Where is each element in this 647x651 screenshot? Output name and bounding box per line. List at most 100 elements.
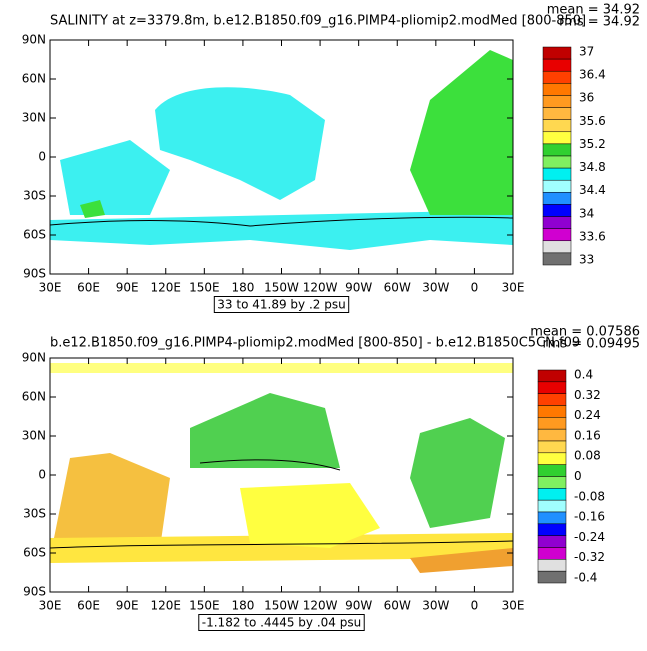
colorbar-label: -0.24 xyxy=(574,530,605,544)
map-fill xyxy=(49,50,514,250)
x-tick-label: 150E xyxy=(189,281,220,295)
y-tick-label: 90S xyxy=(23,585,46,599)
colorbar-box xyxy=(537,440,567,454)
x-tick-label: 150W xyxy=(264,599,299,613)
colorbar-label: 35.2 xyxy=(579,137,606,151)
x-tick-label: 60W xyxy=(384,281,411,295)
x-tick-label: 120E xyxy=(151,599,182,613)
colorbar-box xyxy=(537,428,567,442)
colorbar-label: 0.24 xyxy=(574,408,601,422)
colorbar-box xyxy=(542,216,572,229)
colorbar-box xyxy=(542,228,572,242)
info-box-text: 33 to 41.89 by .2 psu xyxy=(217,298,345,312)
colorbar-box xyxy=(542,119,572,133)
colorbar-box xyxy=(542,83,572,96)
x-tick-label: 120E xyxy=(151,281,182,295)
colorbar-label: 33.6 xyxy=(579,229,606,243)
colorbar-box xyxy=(537,476,567,489)
colorbar-box xyxy=(537,464,567,477)
y-tick-label: 60S xyxy=(23,228,46,242)
y-tick-label: 90N xyxy=(22,351,46,365)
y-tick-label: 90S xyxy=(23,267,46,281)
x-tick-label: 60W xyxy=(384,599,411,613)
x-tick-label: 180 xyxy=(231,599,254,613)
colorbar-box xyxy=(542,107,572,120)
colorbar-box xyxy=(542,192,572,205)
x-tick-label: 150E xyxy=(189,599,220,613)
colorbar-box xyxy=(542,179,572,193)
colorbar-label: 36.4 xyxy=(579,68,606,82)
colorbar-box xyxy=(537,535,567,548)
x-tick-label: 150W xyxy=(264,281,299,295)
rms-label: rms = 34.92 xyxy=(559,15,640,30)
colorbar-box xyxy=(542,155,572,169)
y-tick-label: 60N xyxy=(22,72,46,86)
colorbar-label: 37 xyxy=(579,45,594,59)
colorbar-box xyxy=(537,417,567,430)
colorbar-label: 0.4 xyxy=(574,368,593,382)
panel-title: SALINITY at z=3379.8m, b.e12.B1850.f09_g… xyxy=(50,14,586,29)
colorbar-label: -0.4 xyxy=(574,571,597,585)
colorbar-label: -0.08 xyxy=(574,489,605,503)
rms-label: rms = 0.09495 xyxy=(543,337,640,352)
colorbar-box xyxy=(542,167,572,181)
y-tick-label: 0 xyxy=(38,468,46,482)
x-tick-label: 0 xyxy=(471,281,479,295)
colorbar-label: -0.32 xyxy=(574,550,605,564)
colorbar-label: 0.32 xyxy=(574,388,601,402)
x-tick-label: 60E xyxy=(77,599,100,613)
x-tick-label: 180 xyxy=(231,281,254,295)
y-tick-label: 30S xyxy=(23,189,46,203)
colorbar-box xyxy=(542,70,572,84)
colorbar-box xyxy=(537,488,567,501)
colorbar-box xyxy=(542,58,572,72)
y-tick-label: 30S xyxy=(23,507,46,521)
y-tick-label: 30N xyxy=(22,111,46,125)
x-tick-label: 90W xyxy=(345,281,372,295)
y-tick-label: 90N xyxy=(22,33,46,47)
panel-title: b.e12.B1850.f09_g16.PIMP4-pliomip2.modMe… xyxy=(50,336,580,351)
x-tick-label: 30E xyxy=(502,599,525,613)
x-tick-label: 30E xyxy=(39,599,62,613)
colorbar-label: 34 xyxy=(579,206,594,220)
colorbar-box xyxy=(542,240,572,254)
colorbar-box xyxy=(542,95,572,108)
y-tick-label: 30N xyxy=(22,429,46,443)
x-tick-label: 90E xyxy=(116,281,139,295)
y-tick-label: 60N xyxy=(22,390,46,404)
colorbar-box xyxy=(537,499,567,513)
colorbar-label: 0 xyxy=(574,469,582,483)
colorbar-label: -0.16 xyxy=(574,510,605,524)
x-tick-label: 120W xyxy=(303,281,338,295)
x-tick-label: 30W xyxy=(422,599,449,613)
colorbar-label: 34.8 xyxy=(579,160,606,174)
colorbar-label: 35.6 xyxy=(579,114,606,128)
x-tick-label: 30E xyxy=(39,281,62,295)
x-tick-label: 0 xyxy=(471,599,479,613)
colorbar-box xyxy=(542,252,572,266)
colorbar-box xyxy=(537,405,567,418)
x-tick-label: 90W xyxy=(345,599,372,613)
colorbar-label: 33 xyxy=(579,253,594,267)
y-tick-label: 0 xyxy=(38,150,46,164)
info-box xyxy=(198,614,365,631)
x-tick-label: 30W xyxy=(422,281,449,295)
colorbar-label: 36 xyxy=(579,91,594,105)
x-tick-label: 120W xyxy=(303,599,338,613)
y-tick-label: 60S xyxy=(23,546,46,560)
colorbar-box xyxy=(537,523,567,536)
colorbar-box xyxy=(537,559,567,572)
colorbar-box xyxy=(537,452,567,465)
mean-label: mean = 34.92 xyxy=(547,3,640,18)
colorbar-label: 0.08 xyxy=(574,449,601,463)
x-tick-label: 60E xyxy=(77,281,100,295)
colorbar-box xyxy=(537,393,567,406)
map-fill xyxy=(49,363,514,573)
colorbar-box xyxy=(542,204,572,217)
colorbar-box xyxy=(537,547,567,560)
x-tick-label: 30E xyxy=(502,281,525,295)
info-box-text: -1.182 to .4445 by .04 psu xyxy=(202,616,361,630)
colorbar-box xyxy=(537,381,567,394)
colorbar-box xyxy=(537,511,567,525)
